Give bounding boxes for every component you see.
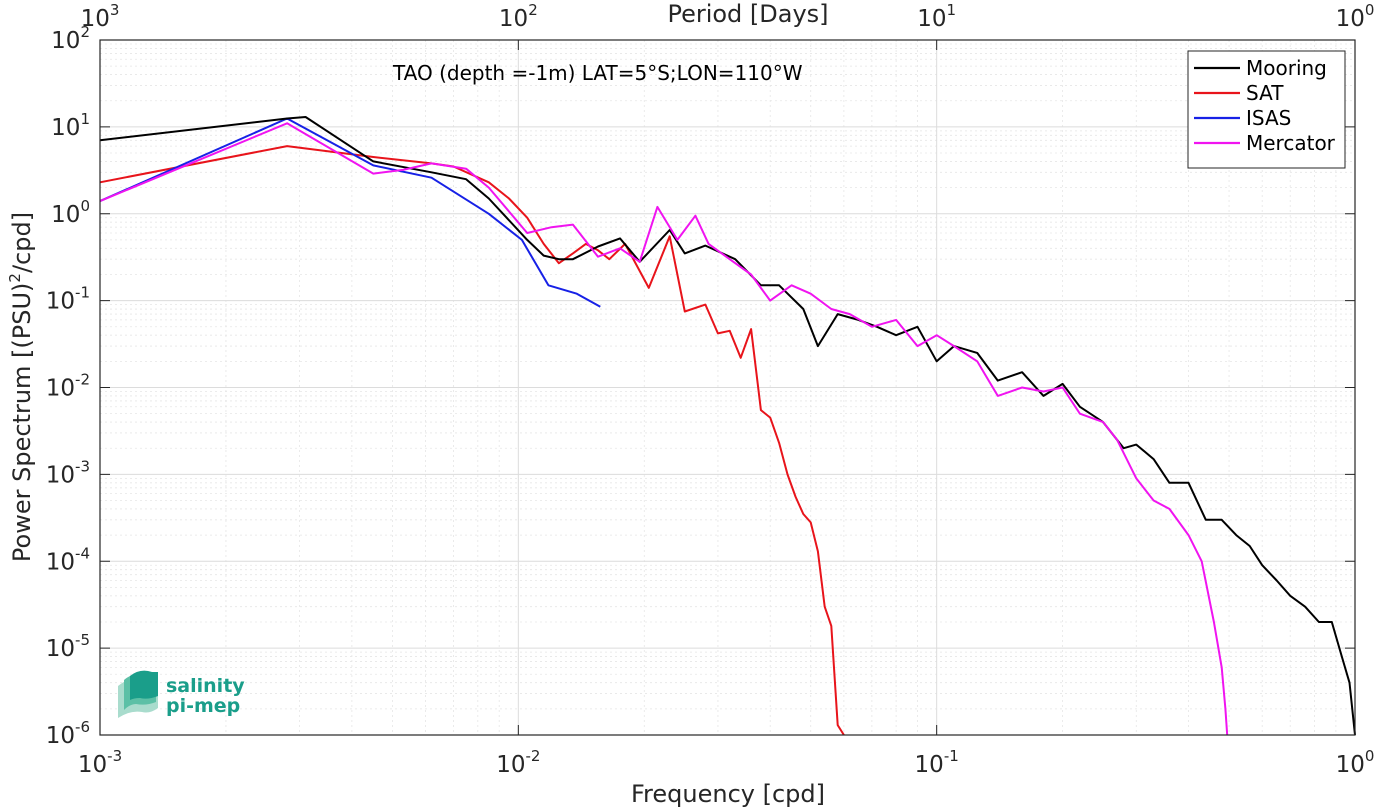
y-tick-label: 100 — [51, 197, 90, 228]
top-axis-label: Period [Days] — [667, 0, 828, 28]
y-tick-label: 10-5 — [46, 631, 90, 662]
y-tick-label: 10-1 — [46, 284, 90, 315]
legend-label-isas: ISAS — [1246, 106, 1291, 130]
logo-line2: pi-mep — [166, 695, 240, 717]
logo-line1: salinity — [166, 675, 245, 697]
x-tick-label: 10-3 — [78, 747, 122, 778]
y-axis-label: Power Spectrum [(PSU)2/cpd] — [6, 212, 36, 562]
legend-label-sat: SAT — [1246, 81, 1284, 105]
y-tick-label: 10-4 — [46, 544, 90, 575]
wave-logo-icon — [118, 670, 158, 718]
tick-marks — [99, 39, 1356, 736]
grid — [99, 39, 1356, 736]
top-tick-label: 102 — [499, 1, 538, 32]
top-tick-label: 103 — [81, 1, 120, 32]
chart-annotation: TAO (depth =-1m) LAT=5°S;LON=110°W — [392, 61, 803, 85]
x-tick-label: 10-2 — [496, 747, 540, 778]
top-tick-label: 100 — [1336, 1, 1375, 32]
series-line-isas — [99, 117, 601, 308]
y-tick-label: 10-2 — [46, 371, 90, 402]
series-line-mercator — [99, 122, 1229, 736]
y-tick-label: 10-3 — [46, 457, 90, 488]
legend-label-mooring: Mooring — [1246, 56, 1327, 80]
x-tick-label: 10-1 — [915, 747, 959, 778]
series-line-mooring — [99, 116, 1356, 736]
svg-text:Power Spectrum [(PSU)2/cpd]: Power Spectrum [(PSU)2/cpd] — [6, 212, 36, 562]
x-tick-label: 100 — [1336, 747, 1375, 778]
y-tick-label: 10-6 — [46, 718, 90, 749]
series-line-sat — [99, 145, 845, 736]
legend-box — [1187, 50, 1346, 169]
salinity-logo: salinity pi-mep — [118, 670, 245, 718]
y-tick-label: 102 — [51, 23, 90, 54]
top-tick-label: 101 — [917, 1, 956, 32]
legend-label-mercator: Mercator — [1246, 131, 1336, 155]
x-axis-label: Frequency [cpd] — [631, 780, 825, 808]
series-lines — [99, 116, 1356, 736]
y-tick-label: 101 — [51, 110, 90, 141]
